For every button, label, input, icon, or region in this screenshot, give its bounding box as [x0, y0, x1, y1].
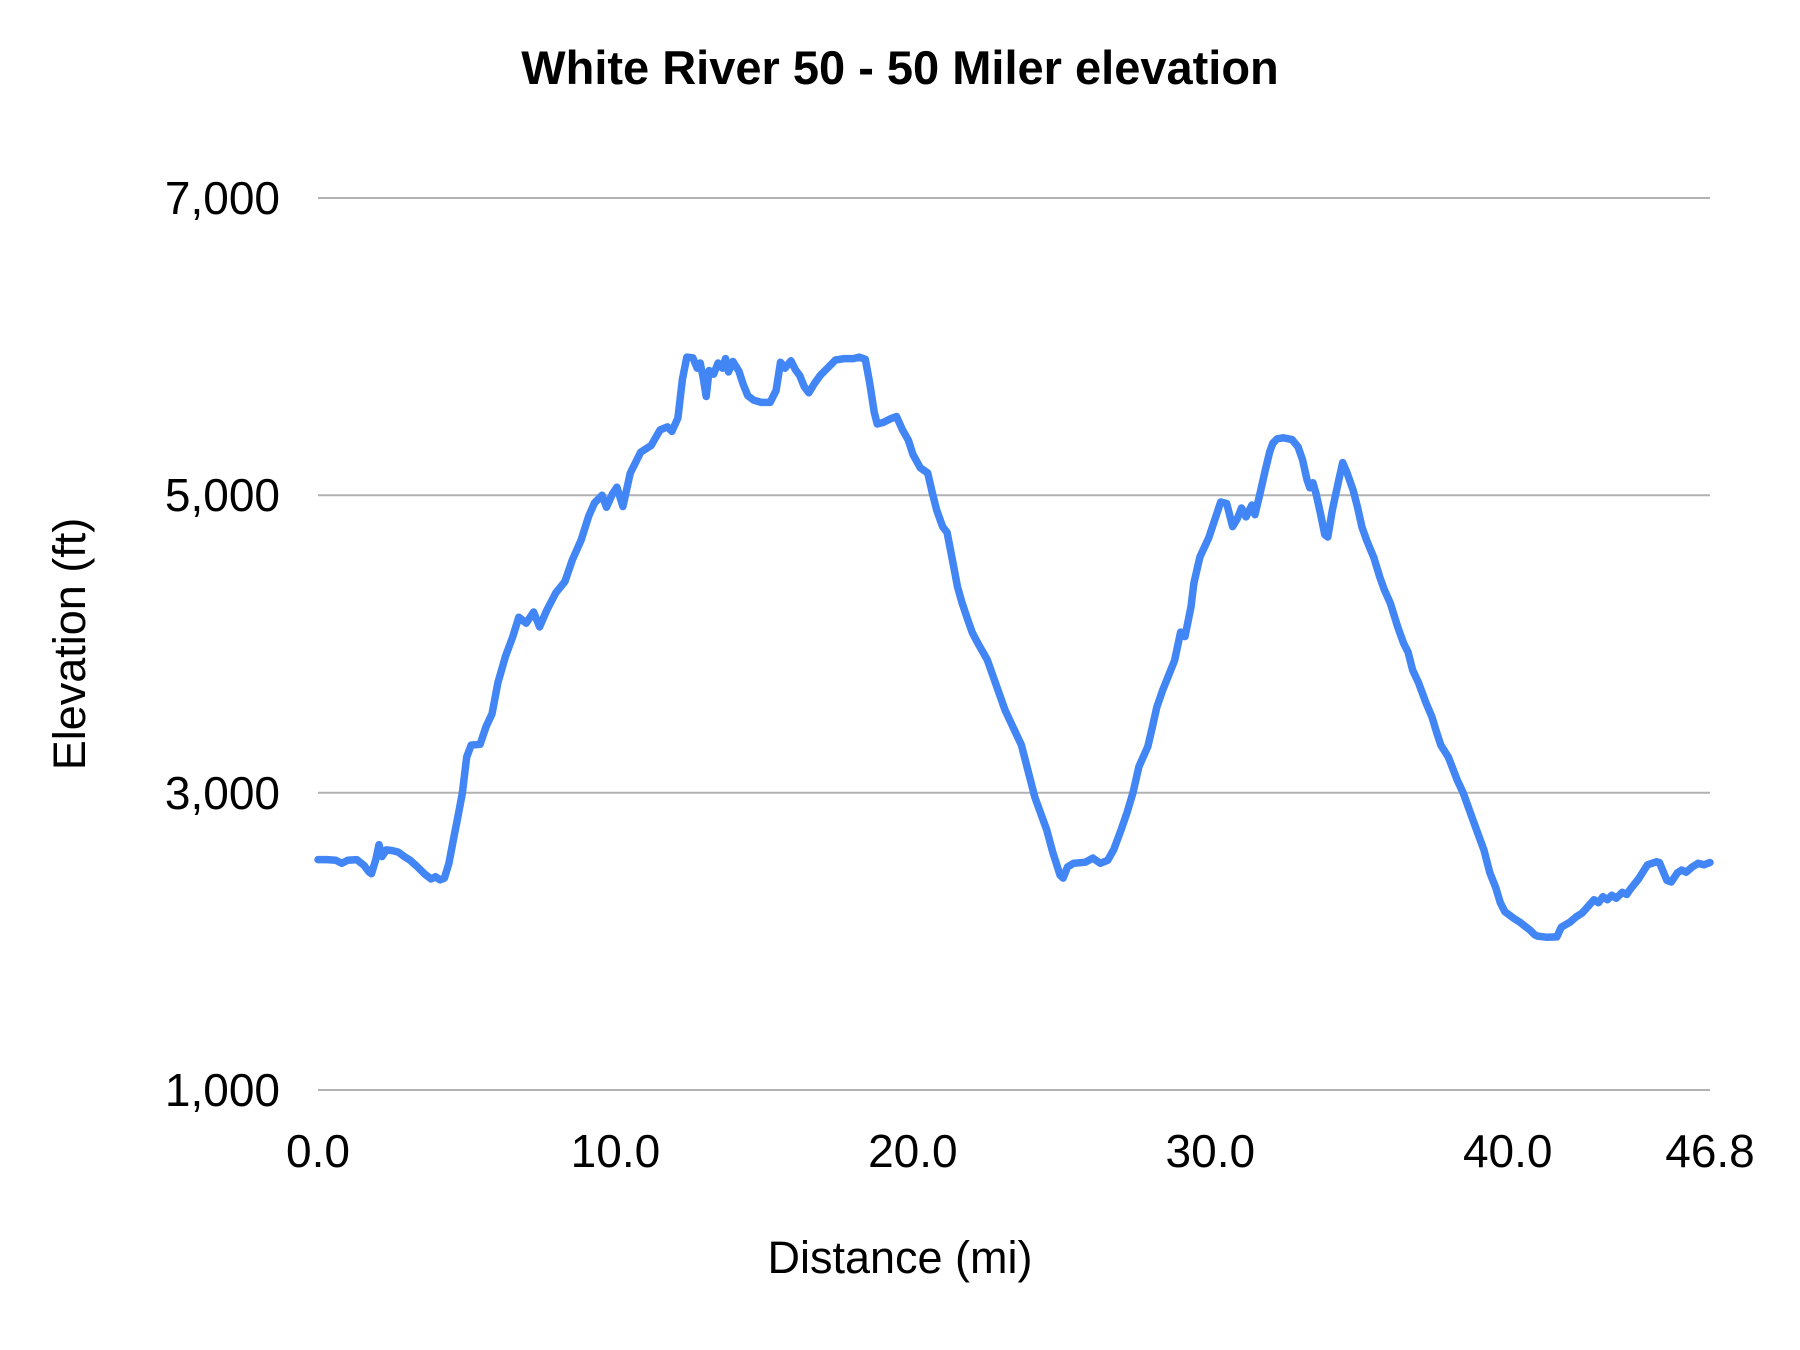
y-tick-label: 5,000	[164, 469, 280, 522]
y-tick-label: 3,000	[164, 766, 280, 819]
x-tick-label: 30.0	[1165, 1125, 1256, 1177]
x-axis-title: Distance (mi)	[767, 1232, 1033, 1283]
x-tick-label: 40.0	[1462, 1125, 1553, 1177]
x-tick-label: 0.0	[286, 1125, 350, 1177]
y-axis-title: Elevation (ft)	[44, 517, 95, 771]
chart-title: White River 50 - 50 Miler elevation	[521, 41, 1279, 94]
x-tick-label: 10.0	[570, 1125, 661, 1177]
gridlines	[318, 197, 1710, 1091]
elevation-line-series	[314, 353, 1714, 941]
y-tick-label: 1,000	[164, 1064, 280, 1116]
x-tick-label: 20.0	[868, 1125, 958, 1177]
y-tick-label: 7,000	[164, 172, 280, 224]
x-tick-label: 46.8	[1665, 1125, 1755, 1177]
